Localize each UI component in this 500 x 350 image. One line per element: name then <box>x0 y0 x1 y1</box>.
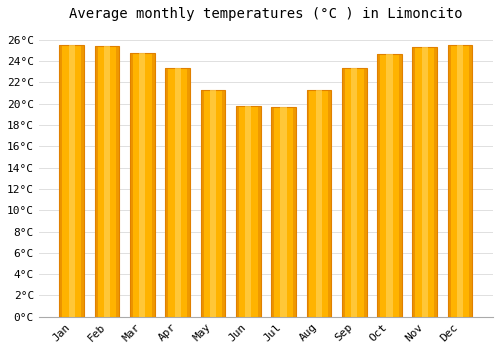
Bar <box>166 69 168 317</box>
Bar <box>152 52 155 317</box>
Bar <box>434 47 437 317</box>
Bar <box>328 90 331 317</box>
Bar <box>271 107 274 317</box>
Bar <box>236 106 239 317</box>
Bar <box>342 69 345 317</box>
Bar <box>386 54 392 317</box>
Bar <box>60 45 84 317</box>
Bar <box>222 90 226 317</box>
Bar <box>81 45 84 317</box>
Bar <box>130 52 155 317</box>
Bar <box>200 90 203 317</box>
Bar <box>68 45 75 317</box>
Bar <box>130 52 133 317</box>
Bar <box>258 106 260 317</box>
Bar <box>236 106 260 317</box>
Bar <box>412 47 437 317</box>
Bar <box>351 69 358 317</box>
Bar <box>422 47 428 317</box>
Bar <box>210 90 216 317</box>
Bar <box>116 46 119 317</box>
Bar <box>377 54 380 317</box>
Bar <box>364 69 366 317</box>
Bar <box>342 69 366 317</box>
Bar <box>448 45 450 317</box>
Bar <box>60 45 62 317</box>
Bar <box>174 69 181 317</box>
Bar <box>470 45 472 317</box>
Bar <box>448 45 472 317</box>
Bar <box>200 90 226 317</box>
Bar <box>245 106 252 317</box>
Bar <box>377 54 402 317</box>
Bar <box>271 107 296 317</box>
Bar <box>457 45 463 317</box>
Bar <box>140 52 145 317</box>
Bar <box>293 107 296 317</box>
Title: Average monthly temperatures (°C ) in Limoncito: Average monthly temperatures (°C ) in Li… <box>69 7 462 21</box>
Bar <box>94 46 98 317</box>
Bar <box>187 69 190 317</box>
Bar <box>166 69 190 317</box>
Bar <box>399 54 402 317</box>
Bar <box>412 47 416 317</box>
Bar <box>94 46 120 317</box>
Bar <box>280 107 286 317</box>
Bar <box>306 90 310 317</box>
Bar <box>306 90 331 317</box>
Bar <box>104 46 110 317</box>
Bar <box>316 90 322 317</box>
